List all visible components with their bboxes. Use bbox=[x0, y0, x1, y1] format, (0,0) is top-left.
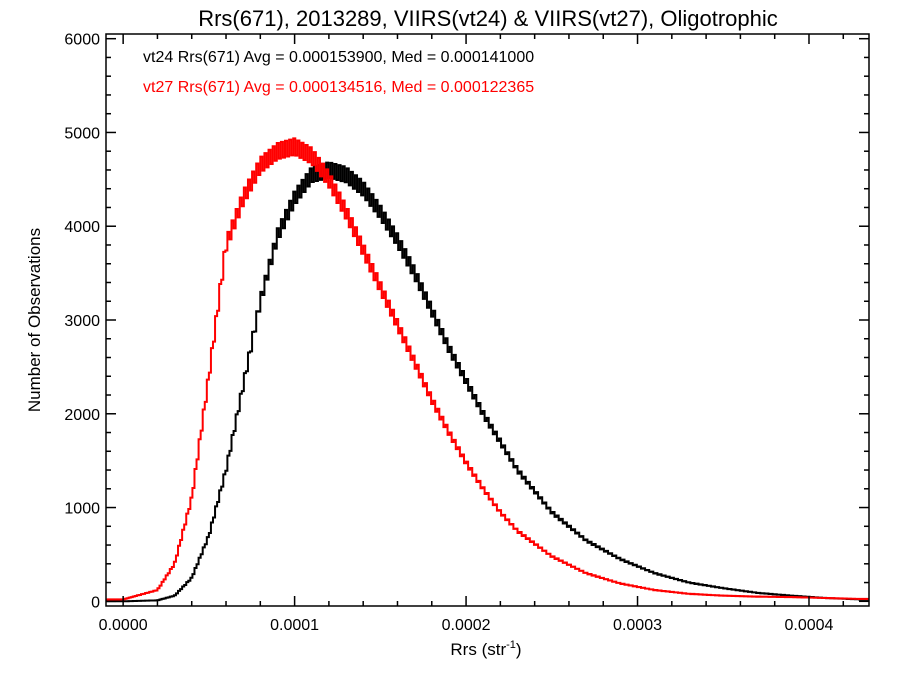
plot-area bbox=[105, 33, 870, 607]
x-tick-label: 0.0001 bbox=[270, 617, 319, 634]
histogram-series-0 bbox=[106, 161, 869, 603]
x-axis-title-superscript: -1 bbox=[506, 639, 516, 651]
histogram-series-1 bbox=[106, 137, 869, 601]
x-tick-label: 0.0000 bbox=[99, 617, 148, 634]
y-tick-label: 5000 bbox=[64, 125, 100, 142]
y-tick-label: 2000 bbox=[64, 407, 100, 424]
x-axis-title-close: ) bbox=[516, 640, 522, 659]
annotation-vt24: vt24 Rrs(671) Avg = 0.000153900, Med = 0… bbox=[143, 49, 534, 66]
y-tick-label: 6000 bbox=[64, 32, 100, 49]
chart-title: Rrs(671), 2013289, VIIRS(vt24) & VIIRS(v… bbox=[198, 6, 778, 31]
y-tick-label: 1000 bbox=[64, 501, 100, 518]
x-tick-label: 0.0004 bbox=[785, 617, 834, 634]
y-tick-label: 4000 bbox=[64, 219, 100, 236]
ticks-layer: 0.0000 0.0001 0.0002 0.0003 0.0004 0 1000 2000 3… bbox=[64, 32, 869, 634]
annotation-vt27: vt27 Rrs(671) Avg = 0.000134516, Med = 0… bbox=[143, 79, 534, 96]
plot-frame bbox=[105, 33, 870, 607]
y-tick-label: 0 bbox=[91, 594, 100, 611]
x-tick-label: 0.0003 bbox=[613, 617, 662, 634]
x-axis-title: Rrs (str-1) bbox=[450, 639, 521, 659]
y-tick-label: 3000 bbox=[64, 313, 100, 330]
x-tick-label: 0.0002 bbox=[442, 617, 491, 634]
y-axis-title: Number of Observations bbox=[25, 228, 44, 412]
x-axis-title-main: Rrs (str bbox=[450, 640, 506, 659]
series-layer bbox=[106, 137, 869, 603]
